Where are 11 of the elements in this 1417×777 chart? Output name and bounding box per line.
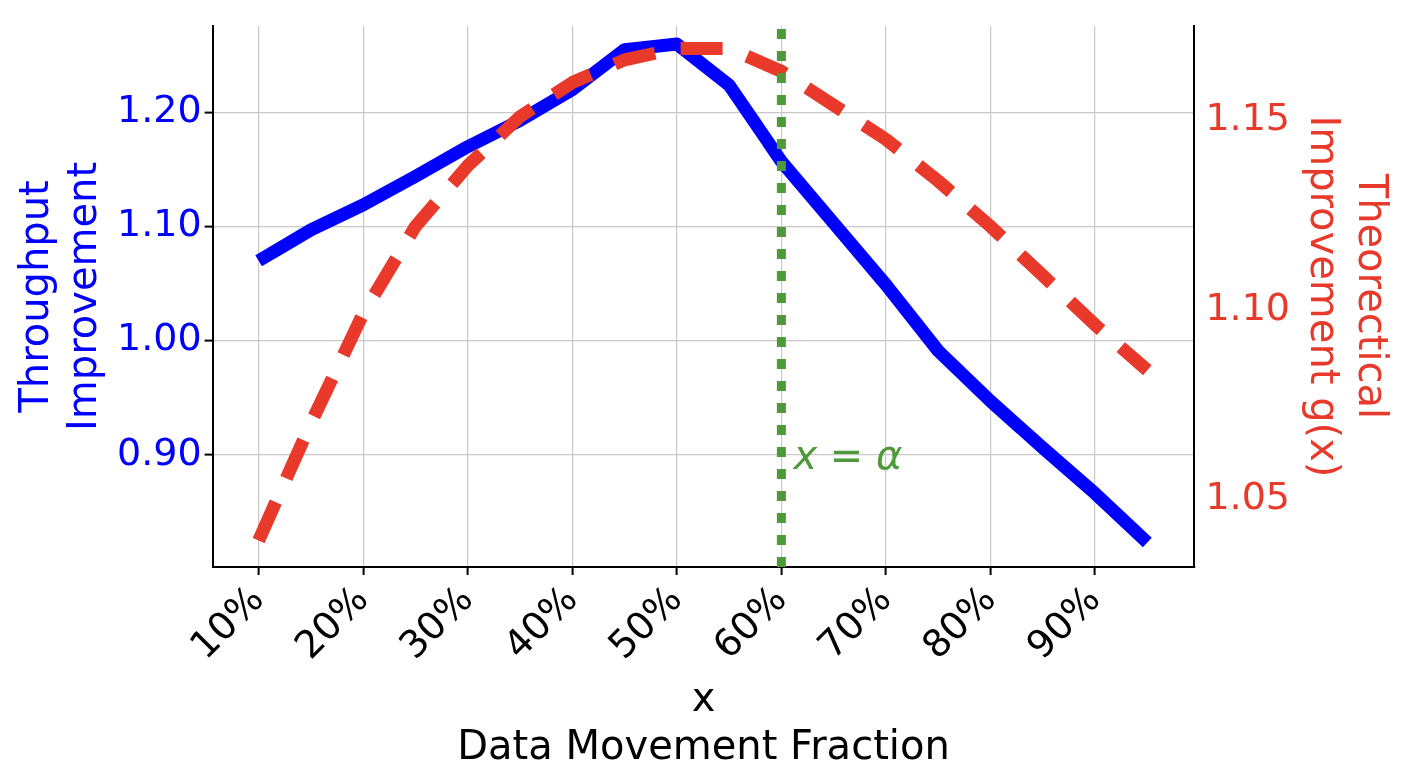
y2-axis-title: Theorectical Improvement g(x) <box>1301 115 1396 478</box>
y2-tick-label: 1.15 <box>1205 95 1290 140</box>
x-axis-title: x Data Movement Fraction <box>457 674 950 769</box>
y2-tick-label: 1.10 <box>1205 284 1290 329</box>
y-axis-title: Throughput Improvement <box>11 161 106 431</box>
y-tick-label: 0.90 <box>117 429 202 474</box>
y2-tick-label: 1.05 <box>1205 473 1290 518</box>
y-tick-label: 1.00 <box>117 315 202 360</box>
y-tick-label: 1.10 <box>117 201 202 246</box>
y-tick-label: 1.20 <box>117 87 202 132</box>
ref-line-label: x = α <box>791 432 903 479</box>
